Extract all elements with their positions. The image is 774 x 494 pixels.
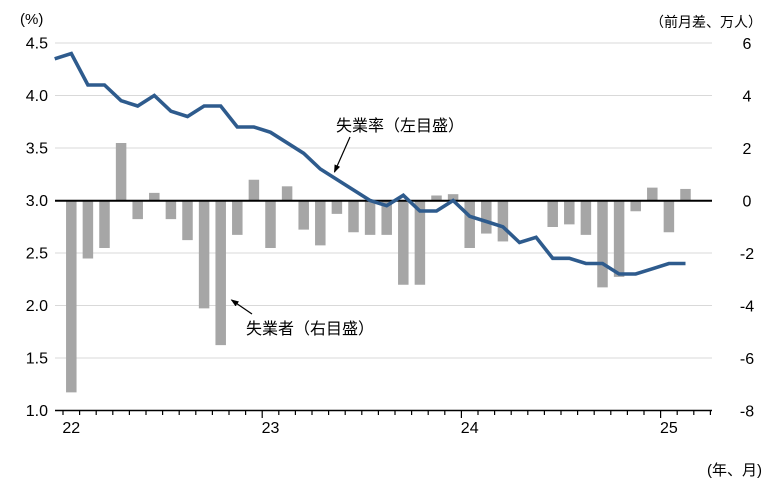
left-axis-tick-labels: 4.5 4.0 3.5 3.0 2.5 2.0 1.5 1.0 bbox=[26, 36, 48, 421]
bar-2024-10 bbox=[613, 200, 625, 277]
left-tick-3.0: 3.0 bbox=[26, 193, 48, 210]
right-tick-0: 0 bbox=[743, 193, 752, 210]
bar-2022-10 bbox=[215, 200, 226, 346]
bar-2023-05 bbox=[331, 200, 343, 214]
bar-2024-12 bbox=[647, 187, 658, 201]
bar-2024-01 bbox=[464, 200, 475, 248]
right-tick--8: -8 bbox=[740, 403, 754, 420]
gridlines bbox=[55, 42, 712, 359]
left-tick-2.5: 2.5 bbox=[26, 246, 48, 263]
left-tick-1.0: 1.0 bbox=[26, 403, 48, 420]
rate-line-annotation: 失業率（左目盛） bbox=[336, 118, 465, 135]
annotation-arrows bbox=[230, 136, 351, 315]
left-tick-2.0: 2.0 bbox=[26, 298, 48, 315]
right-tick--2: -2 bbox=[740, 246, 754, 263]
bar-2022-05 bbox=[132, 200, 143, 220]
left-tick-1.5: 1.5 bbox=[26, 351, 48, 368]
year-label-22: 22 bbox=[62, 420, 80, 437]
left-tick-4.5: 4.5 bbox=[26, 36, 48, 53]
left-tick-4.0: 4.0 bbox=[26, 88, 48, 105]
bar-2024-08 bbox=[580, 200, 592, 235]
bar-2025-01 bbox=[663, 200, 675, 233]
right-tick-6: 6 bbox=[743, 36, 752, 53]
bar-series-unemployed bbox=[66, 143, 691, 393]
bar-2022-09 bbox=[198, 200, 210, 309]
bar-2023-09 bbox=[398, 200, 409, 285]
right-tick--6: -6 bbox=[740, 351, 754, 368]
left-axis-unit-label: (%) bbox=[20, 11, 44, 28]
bar-2022-12 bbox=[248, 179, 260, 201]
bar-2024-06 bbox=[547, 200, 558, 227]
right-tick-4: 4 bbox=[743, 88, 752, 105]
x-axis-unit-label: (年、月) bbox=[707, 462, 762, 479]
bar-2023-04 bbox=[315, 200, 326, 246]
bar-2022-11 bbox=[232, 200, 243, 235]
bar-2024-07 bbox=[564, 200, 575, 225]
bar-2022-04 bbox=[115, 143, 127, 201]
year-label-24: 24 bbox=[461, 420, 479, 437]
unemployed-bar-annotation: 失業者（右目盛） bbox=[246, 321, 375, 338]
bar-2024-09 bbox=[597, 200, 608, 288]
bar-2024-03 bbox=[497, 200, 509, 242]
year-label-23: 23 bbox=[262, 420, 280, 437]
bar-2023-07 bbox=[364, 200, 376, 235]
bar-2023-11 bbox=[431, 195, 442, 201]
bar-2022-08 bbox=[182, 200, 193, 241]
bar-2023-01 bbox=[265, 200, 276, 248]
bar-2024-02 bbox=[481, 200, 492, 234]
left-tick-3.5: 3.5 bbox=[26, 141, 48, 158]
bar-2023-12 bbox=[447, 194, 459, 201]
bar-2022-07 bbox=[165, 200, 177, 220]
bar-2024-11 bbox=[630, 200, 641, 212]
right-tick--4: -4 bbox=[740, 298, 754, 315]
bar-2023-10 bbox=[414, 200, 426, 285]
bar-2022-03 bbox=[99, 200, 110, 248]
bar-2025-02 bbox=[680, 188, 691, 201]
bar-2023-02 bbox=[281, 186, 293, 201]
rate-line bbox=[54, 51, 686, 276]
bar-2023-03 bbox=[298, 200, 309, 230]
right-tick-2: 2 bbox=[743, 141, 752, 158]
bar-2022-01 bbox=[66, 200, 77, 393]
bar-2023-08 bbox=[381, 200, 392, 235]
right-axis-tick-labels: 6 4 2 0 -2 -4 -6 -8 bbox=[740, 36, 754, 421]
x-axis-year-labels: 22 23 24 25 bbox=[62, 420, 677, 437]
x-axis bbox=[55, 409, 712, 418]
bar-2023-06 bbox=[348, 200, 359, 233]
bar-2022-02 bbox=[82, 200, 94, 259]
bar-2022-06 bbox=[149, 192, 160, 201]
right-axis-unit-label: （前月差、万人） bbox=[650, 14, 762, 30]
year-label-25: 25 bbox=[660, 420, 678, 437]
